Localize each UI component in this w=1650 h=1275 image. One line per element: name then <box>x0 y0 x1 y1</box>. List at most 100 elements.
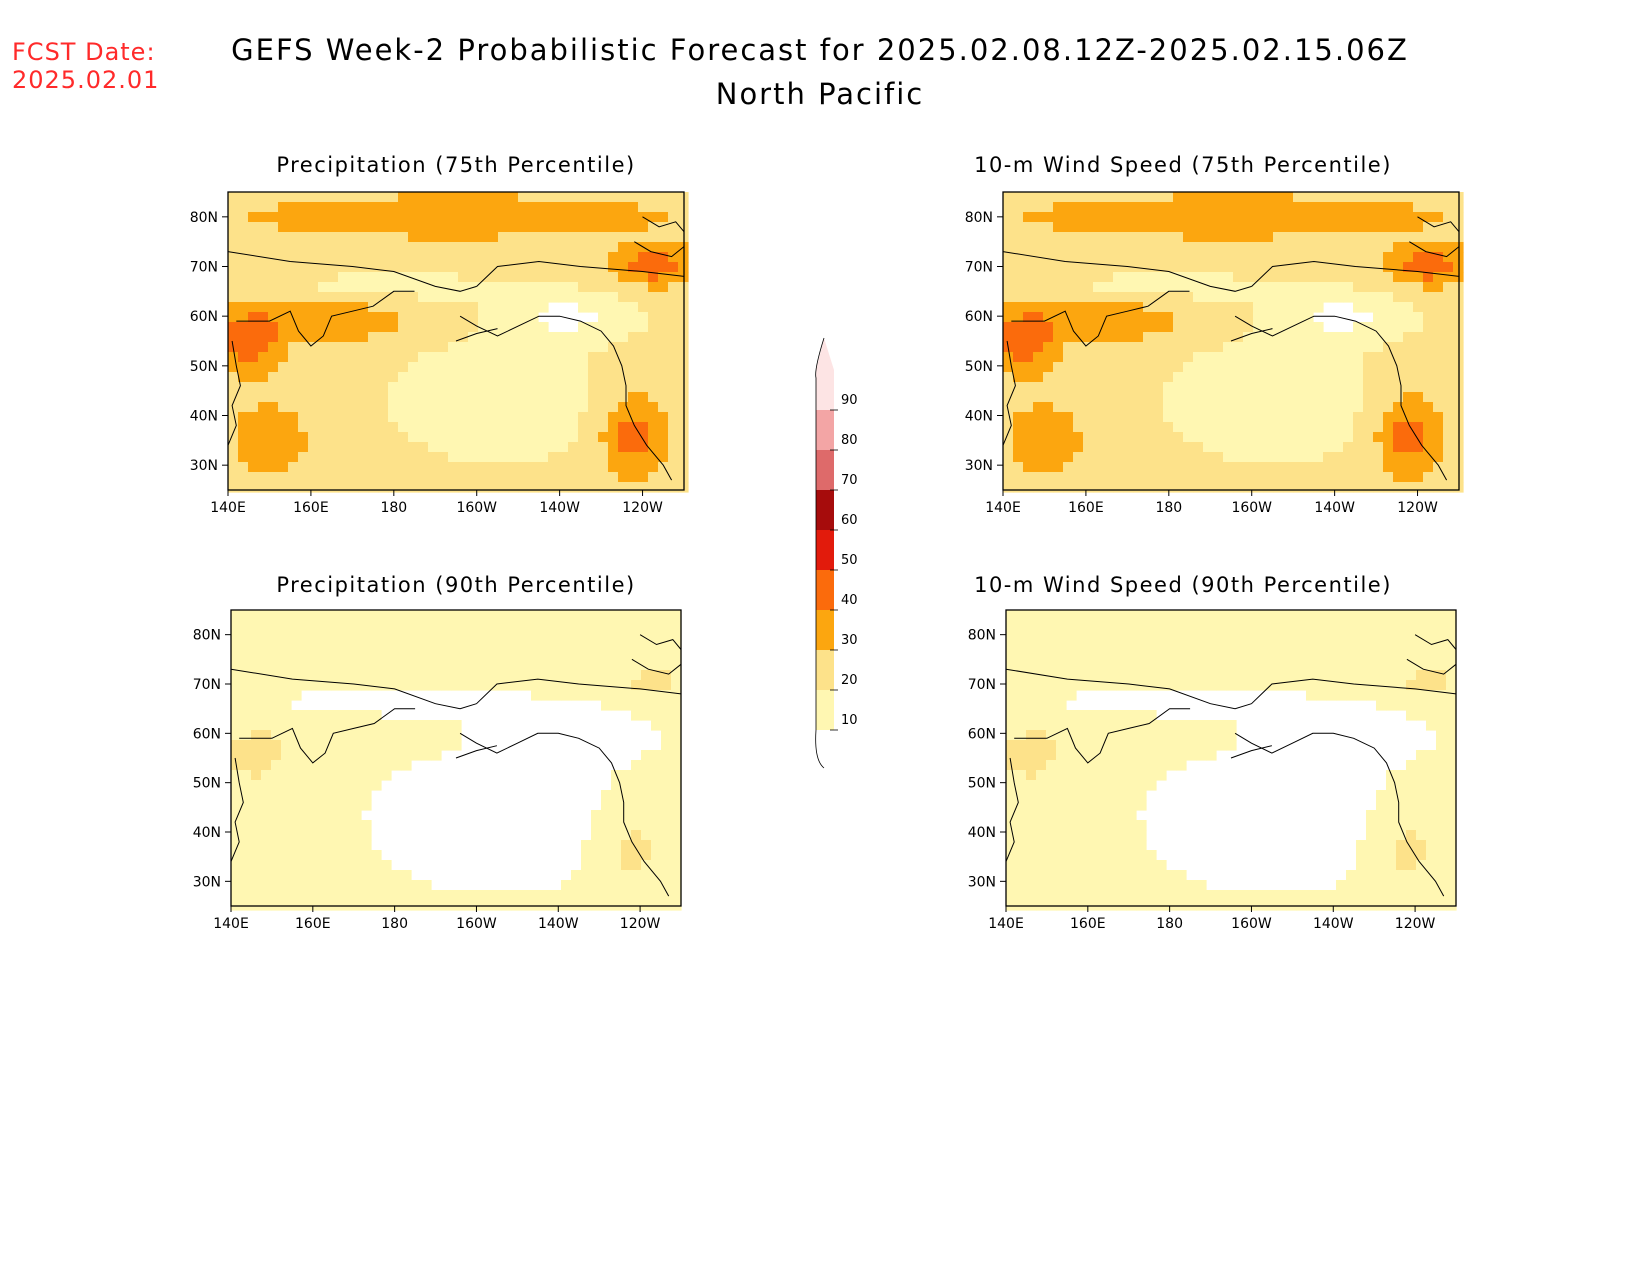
probability-cell <box>1363 372 1374 383</box>
probability-cell <box>288 372 299 383</box>
probability-cell <box>1356 620 1367 631</box>
probability-cell <box>1113 282 1124 293</box>
probability-cell <box>1106 770 1117 781</box>
probability-cell <box>1013 332 1024 343</box>
probability-cell <box>328 342 339 353</box>
probability-cell <box>518 262 529 273</box>
probability-cell <box>251 710 262 721</box>
probability-cell <box>1193 402 1204 413</box>
probability-cell <box>1393 222 1404 233</box>
probability-cell <box>1126 860 1137 871</box>
x-tick-label: 160W <box>1231 500 1272 516</box>
probability-cell <box>1263 262 1274 273</box>
probability-cell <box>1203 452 1214 463</box>
probability-cell <box>1173 382 1184 393</box>
probability-cell <box>1386 670 1397 681</box>
coastline <box>476 260 685 287</box>
probability-cell <box>1416 680 1427 691</box>
probability-cell <box>1126 620 1137 631</box>
probability-cell <box>361 620 372 631</box>
probability-cell <box>1093 372 1104 383</box>
probability-cell <box>268 422 279 433</box>
probability-cell <box>541 680 552 691</box>
probability-cell <box>448 462 459 473</box>
probability-cell <box>1103 402 1114 413</box>
probability-cell <box>361 850 372 861</box>
probability-cell <box>351 880 362 891</box>
probability-cell <box>568 432 579 443</box>
probability-cell <box>638 342 649 353</box>
probability-cell <box>241 820 252 831</box>
probability-cell <box>1203 382 1214 393</box>
probability-cell <box>1103 392 1114 403</box>
probability-cell <box>468 382 479 393</box>
probability-cell <box>401 900 412 911</box>
probability-cell <box>1283 192 1294 203</box>
probability-cell <box>281 860 292 871</box>
probability-cell <box>601 610 612 621</box>
probability-cell <box>248 382 259 393</box>
probability-cell <box>478 352 489 363</box>
probability-cell <box>671 830 682 841</box>
probability-cell <box>281 730 292 741</box>
probability-cell <box>1193 322 1204 333</box>
probability-cell <box>281 810 292 821</box>
probability-cell <box>1323 212 1334 223</box>
probability-cell <box>1023 422 1034 433</box>
probability-cell <box>298 242 309 253</box>
probability-cell <box>268 362 279 373</box>
probability-cell <box>458 382 469 393</box>
probability-cell <box>1003 322 1014 333</box>
probability-cell <box>1363 232 1374 243</box>
probability-cell <box>398 242 409 253</box>
probability-cell <box>348 192 359 203</box>
probability-cell <box>1096 750 1107 761</box>
probability-cell <box>1133 332 1144 343</box>
probability-cell <box>1083 482 1094 493</box>
probability-cell <box>588 462 599 473</box>
probability-cell <box>298 232 309 243</box>
probability-cell <box>1153 322 1164 333</box>
probability-cell <box>1343 242 1354 253</box>
probability-cell <box>381 660 392 671</box>
probability-cell <box>321 880 332 891</box>
probability-cell <box>658 192 669 203</box>
probability-cell <box>1386 660 1397 671</box>
probability-cell <box>1256 640 1267 651</box>
probability-cell <box>608 432 619 443</box>
probability-cell <box>1273 472 1284 483</box>
probability-cell <box>1103 242 1114 253</box>
probability-cell <box>1423 332 1434 343</box>
probability-cell <box>411 620 422 631</box>
probability-cell <box>1293 452 1304 463</box>
probability-cell <box>241 760 252 771</box>
probability-cell <box>298 312 309 323</box>
probability-cell <box>1186 660 1197 671</box>
probability-cell <box>258 192 269 203</box>
probability-cell <box>1023 452 1034 463</box>
probability-cell <box>1043 272 1054 283</box>
probability-cell <box>1376 640 1387 651</box>
probability-cell <box>1043 282 1054 293</box>
probability-cell <box>1393 432 1404 443</box>
probability-cell <box>648 412 659 423</box>
probability-cell <box>1373 212 1384 223</box>
probability-cell <box>1213 472 1224 483</box>
probability-cell <box>1203 462 1214 473</box>
probability-cell <box>1223 402 1234 413</box>
probability-cell <box>1086 780 1097 791</box>
probability-cell <box>1253 392 1264 403</box>
x-tick-label: 180 <box>1156 916 1183 932</box>
probability-cell <box>621 900 632 911</box>
probability-cell <box>1293 312 1304 323</box>
probability-cell <box>678 342 689 353</box>
probability-cell <box>378 312 389 323</box>
probability-cell <box>408 422 419 433</box>
probability-cell <box>238 222 249 233</box>
probability-cell <box>1356 660 1367 671</box>
probability-cell <box>668 282 679 293</box>
probability-cell <box>398 422 409 433</box>
probability-cell <box>1386 850 1397 861</box>
probability-cell <box>1383 292 1394 303</box>
probability-cell <box>1423 382 1434 393</box>
